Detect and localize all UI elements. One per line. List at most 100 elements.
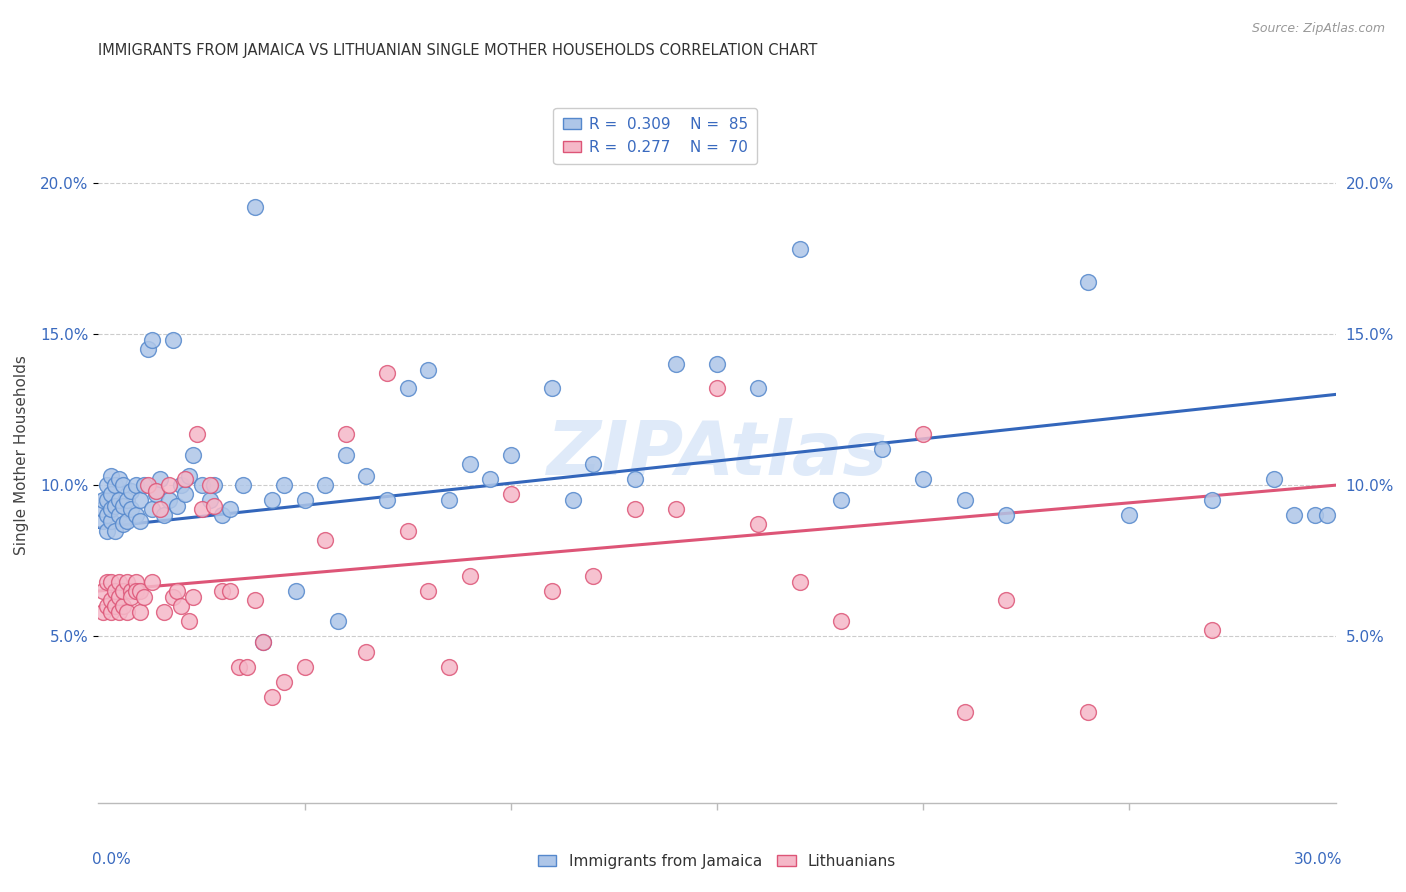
Point (260, 690, 283, 704)
Point (112, 478, 135, 492)
Point (994, 508, 1017, 523)
Point (623, 472, 645, 486)
Point (294, 493, 316, 508)
Point (91, 493, 114, 508)
Point (396, 524, 419, 538)
Point (117, 515, 139, 529)
Point (128, 605, 150, 619)
Point (162, 333, 184, 347)
Point (479, 472, 502, 486)
Point (174, 487, 197, 501)
Point (108, 574, 131, 589)
Point (1201, 624, 1223, 638)
Point (108, 605, 131, 619)
Point (1263, 472, 1285, 486)
Point (174, 472, 197, 486)
Point (170, 478, 193, 492)
Point (912, 426, 935, 441)
Point (747, 517, 769, 532)
Point (1316, 508, 1339, 523)
Point (789, 574, 811, 589)
Point (665, 502, 688, 516)
Point (112, 517, 135, 532)
Point (153, 605, 176, 619)
Point (124, 478, 146, 492)
Point (437, 493, 460, 508)
Point (236, 659, 259, 673)
Point (104, 500, 127, 514)
Point (335, 448, 357, 462)
Point (198, 493, 221, 508)
Point (789, 242, 811, 256)
Point (104, 478, 127, 492)
Point (912, 472, 935, 486)
Point (100, 487, 122, 501)
Point (830, 615, 852, 629)
Point (953, 493, 976, 508)
Point (706, 381, 728, 395)
Point (186, 426, 208, 441)
Point (179, 469, 201, 483)
Point (108, 472, 131, 486)
Point (157, 493, 180, 508)
Point (232, 478, 254, 492)
Point (132, 478, 155, 492)
Point (112, 584, 135, 599)
Point (1284, 508, 1306, 523)
Point (117, 605, 139, 619)
Text: 30.0%: 30.0% (1294, 852, 1341, 866)
Point (953, 705, 976, 719)
Point (91, 515, 114, 529)
Point (100, 515, 122, 529)
Point (285, 584, 308, 599)
Point (117, 493, 139, 508)
Point (96, 574, 118, 589)
Point (273, 478, 295, 492)
Point (100, 502, 122, 516)
Point (335, 426, 357, 441)
Point (273, 674, 295, 689)
Point (499, 487, 522, 501)
Point (96, 599, 118, 614)
Point (136, 478, 159, 492)
Point (326, 615, 349, 629)
Point (153, 508, 176, 523)
Point (145, 484, 167, 499)
Point (128, 515, 150, 529)
Point (582, 569, 605, 583)
Point (747, 381, 769, 395)
Point (128, 584, 150, 599)
Point (117, 574, 139, 589)
Point (100, 593, 122, 607)
Point (458, 569, 481, 583)
Point (120, 590, 142, 604)
Point (96, 508, 118, 523)
Point (396, 381, 419, 395)
Point (124, 508, 146, 523)
Point (1201, 493, 1223, 508)
Text: 0.0%: 0.0% (93, 852, 131, 866)
Point (219, 584, 242, 599)
Text: IMMIGRANTS FROM JAMAICA VS LITHUANIAN SINGLE MOTHER HOUSEHOLDS CORRELATION CHART: IMMIGRANTS FROM JAMAICA VS LITHUANIAN SI… (98, 43, 818, 58)
Point (219, 502, 242, 516)
Point (582, 457, 605, 471)
Point (706, 357, 728, 371)
Point (994, 593, 1017, 607)
Point (162, 590, 184, 604)
Point (202, 478, 225, 492)
Point (141, 333, 163, 347)
Point (136, 342, 159, 356)
Point (260, 493, 283, 508)
Point (100, 469, 122, 483)
Point (100, 574, 122, 589)
Point (228, 659, 250, 673)
Point (108, 590, 131, 604)
Point (149, 502, 172, 516)
Point (830, 493, 852, 508)
Point (104, 599, 127, 614)
Point (91, 605, 114, 619)
Point (112, 599, 135, 614)
Point (132, 590, 155, 604)
Point (112, 500, 135, 514)
Point (120, 502, 142, 516)
